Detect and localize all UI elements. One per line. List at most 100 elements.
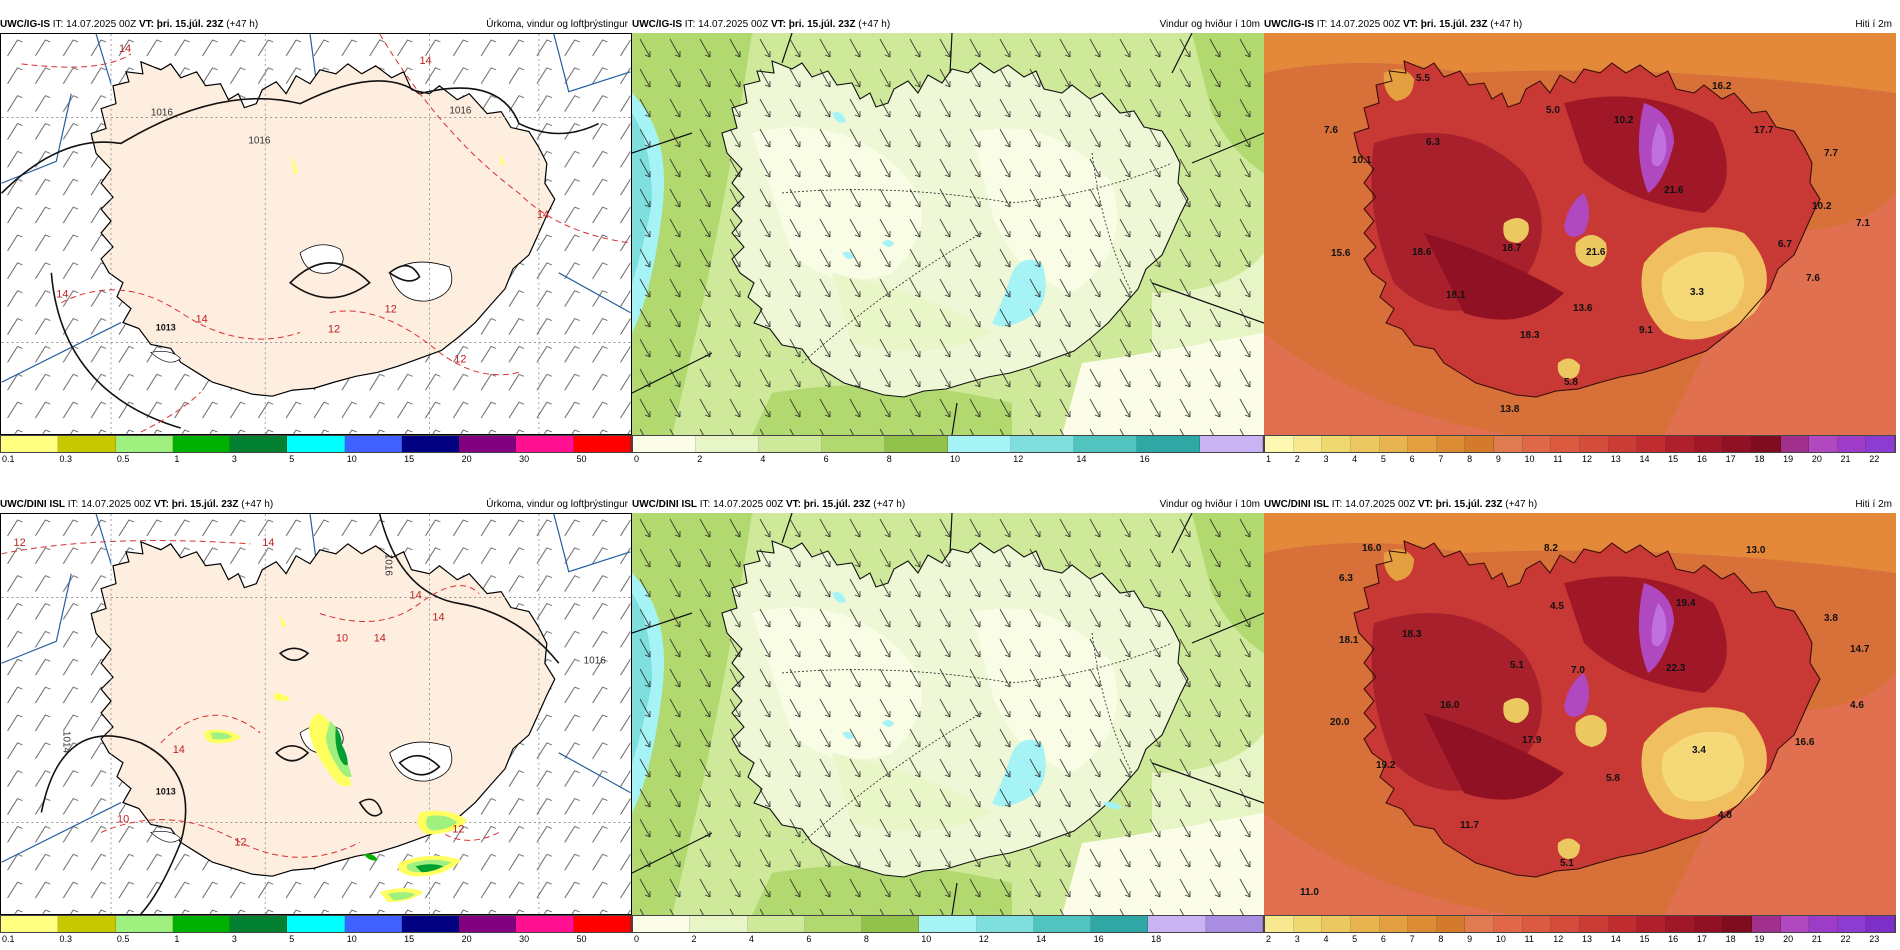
panel-header: UWC/IG-IS IT: 14.07.2025 00Z VT: þri. 15… xyxy=(632,17,1264,33)
valid-time: þri. 15.júl. 23Z xyxy=(1420,19,1488,30)
colorbar-tick-label: 4 xyxy=(760,454,766,464)
wind-map[interactable] xyxy=(632,513,1264,915)
model-name: UWC/IG-IS xyxy=(632,19,682,30)
colorbar-segment xyxy=(885,436,948,452)
colorbar-segment xyxy=(459,916,517,932)
colorbar-tick-label: 0.3 xyxy=(59,454,72,464)
colorbar-segment xyxy=(1379,436,1409,452)
colorbar-segment xyxy=(1494,916,1523,932)
temp-map[interactable]: 16.0 8.2 13.0 6.3 18.1 18.3 4.5 19.4 3.8… xyxy=(1264,513,1896,915)
colorbar-segment xyxy=(1137,436,1200,452)
temp-map[interactable]: 5.5 7.6 10.1 6.3 5.0 10.2 16.2 17.7 7.7 … xyxy=(1264,33,1896,435)
colorbar-tick-label: 20 xyxy=(461,454,472,464)
colorbar-segment xyxy=(1608,916,1638,932)
isotherm-label: 14 xyxy=(262,537,274,549)
isotherm-label: 10 xyxy=(117,813,129,825)
valid-time-label: VT: xyxy=(1402,19,1418,30)
colorbar-segment xyxy=(1837,436,1867,452)
colorbar-tick-label: 0.5 xyxy=(116,454,130,464)
colorbar-tick-label: 4 xyxy=(1352,454,1358,464)
temp-value: 6.7 xyxy=(1778,239,1792,250)
colorbar-ticks: 0 2 4 6 8 10 12 14 16 18 xyxy=(632,933,1264,945)
colorbar-segment xyxy=(690,916,748,932)
colorbar-segment xyxy=(1751,916,1781,932)
colorbar-segment xyxy=(459,436,517,452)
init-time: IT: 14.07.2025 00Z xyxy=(1331,499,1416,510)
temp-value: 4.5 xyxy=(1550,601,1564,612)
colorbar-ticks: 0 2 4 6 8 10 12 14 16 xyxy=(632,453,1264,465)
colorbar-tick-label: 0.5 xyxy=(116,934,130,944)
isotherm-label: 12 xyxy=(328,324,340,336)
colorbar-tick-label: 14 xyxy=(1639,454,1650,464)
colorbar-tick-label: 8 xyxy=(863,934,869,944)
isotherm-label: 12 xyxy=(234,836,246,848)
temp-value: 19.4 xyxy=(1676,598,1696,609)
precip-map[interactable]: 12 14 14 14 10 14 14 12 12 10 1016 1016 … xyxy=(0,513,632,915)
colorbar-segment xyxy=(1465,436,1495,452)
colorbar-segment xyxy=(1436,916,1466,932)
precip-map[interactable]: 14 14 14 12 12 12 14 14 1016 1016 1016 1… xyxy=(0,33,632,435)
colorbar-tick-label: 9 xyxy=(1495,454,1501,464)
colorbar-segment xyxy=(1465,916,1495,932)
colorbar-tick-label: 4 xyxy=(1323,934,1329,944)
colorbar-tick-label: 11 xyxy=(1553,454,1563,464)
colorbar-tick-label: 10 xyxy=(1495,934,1506,944)
colorbar-segment xyxy=(573,916,631,932)
colorbar-segment xyxy=(1379,916,1409,932)
colorbar-tick-label: 23 xyxy=(1869,934,1880,944)
city-value: 1013 xyxy=(156,787,176,797)
colorbar-tick-label: 19 xyxy=(1754,934,1765,944)
colorbar-tick-label: 15 xyxy=(404,934,415,944)
isotherm-label: 14 xyxy=(119,43,131,55)
colorbar-tick-label: 16 xyxy=(1696,454,1707,464)
colorbar-tick-label: 30 xyxy=(519,934,530,944)
temp-value: 6.3 xyxy=(1339,573,1353,584)
wind-map[interactable] xyxy=(632,33,1264,435)
valid-time: þri. 15.júl. 23Z xyxy=(171,499,239,510)
colorbar-tick-label: 50 xyxy=(576,454,587,464)
colorbar-tick-label: 10 xyxy=(346,454,357,464)
colorbar-tick-label: 8 xyxy=(886,454,892,464)
colorbar-tick-label: 0.1 xyxy=(2,934,15,944)
colorbar-segment xyxy=(344,436,402,452)
temp-value: 5.1 xyxy=(1510,660,1524,671)
colorbar-segment xyxy=(1723,436,1752,452)
colorbar-tick-label: 5 xyxy=(289,454,295,464)
model-name: UWC/IG-IS xyxy=(1264,19,1314,30)
model-name: UWC/DINI ISL xyxy=(1264,499,1329,510)
temp-labels: 16.0 8.2 13.0 6.3 18.1 18.3 4.5 19.4 3.8… xyxy=(1300,543,1870,898)
temp-map-svg: 5.5 7.6 10.1 6.3 5.0 10.2 16.2 17.7 7.7 … xyxy=(1264,33,1896,435)
temp-value: 7.6 xyxy=(1324,125,1338,136)
colorbar-tick-label: 15 xyxy=(1639,934,1650,944)
colorbar-segment xyxy=(1148,916,1206,932)
temp-value: 13.6 xyxy=(1573,303,1593,314)
temp-labels: 5.5 7.6 10.1 6.3 5.0 10.2 16.2 17.7 7.7 … xyxy=(1324,73,1870,415)
temp-value: 16.0 xyxy=(1440,700,1460,711)
colorbar-tick-label: 14 xyxy=(1036,934,1047,944)
colorbar-segment xyxy=(1091,916,1149,932)
temp-value: 13.0 xyxy=(1746,545,1766,556)
isobar-label: 1016 xyxy=(151,108,174,119)
temp-value: 17.9 xyxy=(1522,735,1542,746)
colorbar-tick-label: 7 xyxy=(1438,454,1444,464)
valid-time-label: VT: xyxy=(770,19,786,30)
colorbar-segment xyxy=(516,916,574,932)
colorbar-segment xyxy=(919,916,977,932)
colorbar-tick-label: 10 xyxy=(950,454,961,464)
colorbar-tick-label: 0 xyxy=(634,454,640,464)
colorbar-segment xyxy=(1408,436,1437,452)
colorbar-tick-label: 18 xyxy=(1151,934,1162,944)
temp-value: 8.2 xyxy=(1544,543,1558,554)
colorbar-tick-label: 5 xyxy=(289,934,295,944)
colorbar-segment xyxy=(1608,436,1638,452)
colorbar-segment xyxy=(1694,916,1724,932)
colorbar-tick-label: 2 xyxy=(691,934,697,944)
colorbar-segment xyxy=(1637,436,1666,452)
colorbar-segment xyxy=(1637,916,1666,932)
colorbar-segment xyxy=(58,916,116,932)
temp-value: 18.3 xyxy=(1402,629,1422,640)
colorbar-tick-label: 22 xyxy=(1840,934,1851,944)
panel-wind-igis: UWC/IG-IS IT: 14.07.2025 00Z VT: þri. 15… xyxy=(632,17,1264,467)
colorbar-tick-label: 12 xyxy=(1553,934,1564,944)
valid-time-label: VT: xyxy=(1417,499,1433,510)
